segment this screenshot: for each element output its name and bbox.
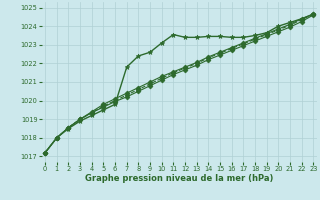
X-axis label: Graphe pression niveau de la mer (hPa): Graphe pression niveau de la mer (hPa): [85, 174, 273, 183]
